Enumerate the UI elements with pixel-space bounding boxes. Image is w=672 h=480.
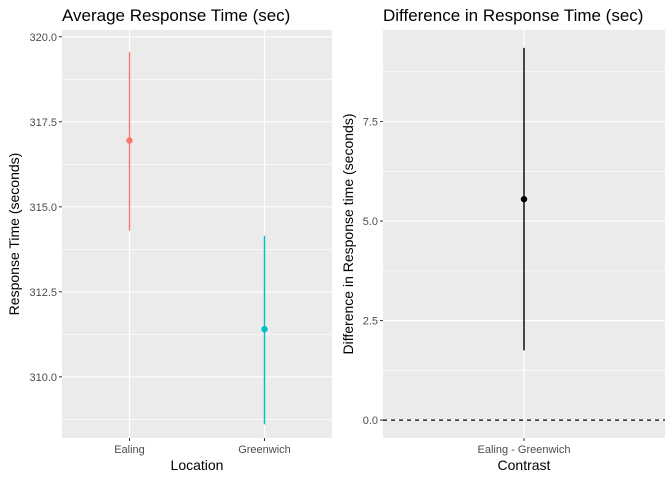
right-chart: Difference in Response Time (sec) 0.0 2.5… bbox=[340, 6, 665, 473]
right-x-ticks: Ealing - Greenwich bbox=[478, 438, 571, 456]
left-x-ticks: Ealing Greenwich bbox=[114, 438, 291, 456]
left-chart-title: Average Response Time (sec) bbox=[62, 6, 290, 25]
y-tick-label: 317.5 bbox=[29, 117, 57, 129]
estimate-point bbox=[261, 326, 268, 333]
left-chart: Average Response Time (sec) 310.0312.531… bbox=[6, 6, 332, 473]
left-panel-background bbox=[62, 30, 332, 438]
y-tick-label: 7.5 bbox=[363, 117, 378, 129]
x-tick-label: Greenwich bbox=[238, 444, 291, 456]
right-chart-title: Difference in Response Time (sec) bbox=[383, 6, 643, 25]
y-tick-label: 310.0 bbox=[29, 372, 57, 384]
right-y-axis-title: Difference in Response time (seconds) bbox=[340, 114, 356, 355]
x-tick-label: Ealing - Greenwich bbox=[478, 444, 571, 456]
y-tick-label: 320.0 bbox=[29, 32, 57, 44]
right-x-axis-title: Contrast bbox=[498, 457, 551, 473]
y-tick-label: 2.5 bbox=[363, 316, 378, 328]
right-y-ticks: 0.0 2.5 5.0 7.5 bbox=[363, 117, 383, 427]
y-tick-label: 5.0 bbox=[363, 216, 378, 228]
left-y-ticks: 310.0 312.5 315.0 317.5 320.0 bbox=[29, 32, 62, 384]
y-tick-label: 0.0 bbox=[363, 415, 378, 427]
y-tick-label: 315.0 bbox=[29, 202, 57, 214]
x-tick-label: Ealing bbox=[114, 444, 145, 456]
y-tick-label: 312.5 bbox=[29, 287, 57, 299]
estimate-point bbox=[126, 137, 133, 144]
left-data-marks bbox=[126, 52, 268, 425]
left-y-axis-title: Response Time (seconds) bbox=[6, 153, 22, 316]
left-x-axis-title: Location bbox=[171, 457, 224, 473]
estimate-point bbox=[520, 195, 528, 203]
right-data-marks bbox=[383, 47, 665, 421]
